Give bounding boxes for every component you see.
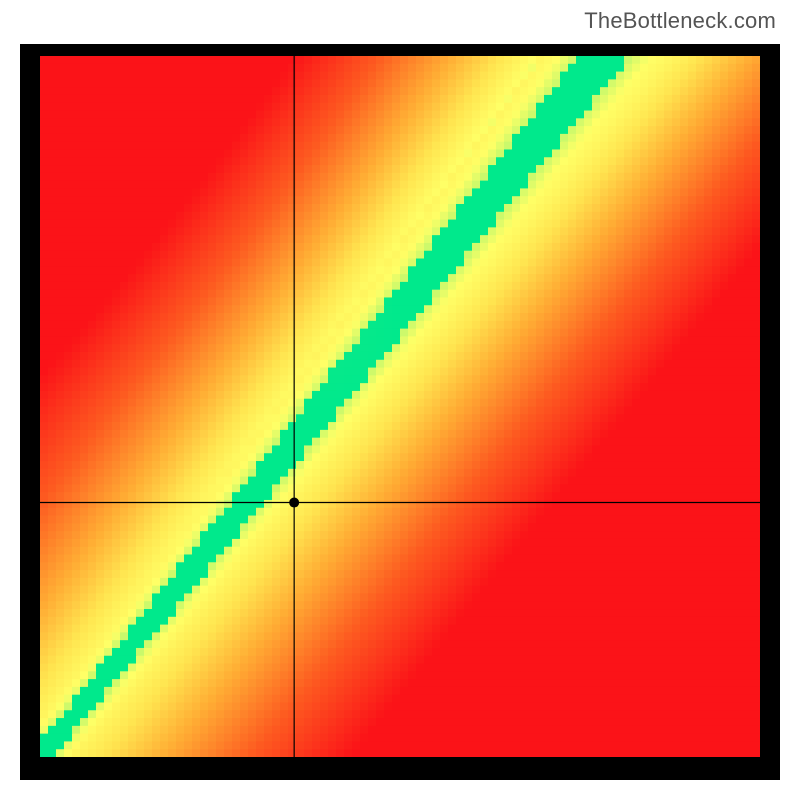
attribution-text: TheBottleneck.com xyxy=(584,8,776,34)
heatmap-svg xyxy=(40,56,760,757)
chart-frame xyxy=(20,44,780,780)
heatmap-plot xyxy=(40,56,760,757)
crosshair-dot xyxy=(289,498,299,508)
